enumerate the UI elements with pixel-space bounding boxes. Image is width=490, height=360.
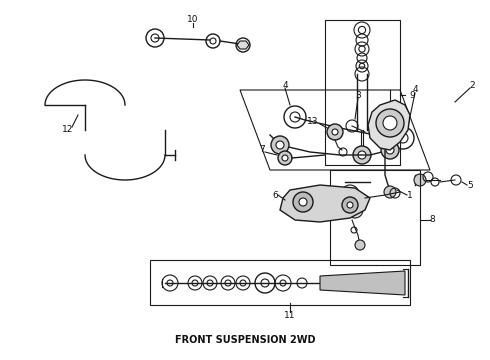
Circle shape: [352, 207, 358, 213]
Text: FRONT SUSPENSION 2WD: FRONT SUSPENSION 2WD: [175, 335, 315, 345]
Circle shape: [386, 146, 394, 154]
Text: 12: 12: [62, 126, 74, 135]
Circle shape: [358, 151, 366, 159]
Polygon shape: [320, 271, 405, 295]
Bar: [325, 20, 400, 165]
Text: 5: 5: [467, 180, 473, 189]
Circle shape: [276, 141, 284, 149]
Text: 1: 1: [407, 190, 413, 199]
Text: 7: 7: [259, 145, 265, 154]
Circle shape: [381, 141, 399, 159]
Text: 11: 11: [284, 310, 296, 320]
Circle shape: [293, 192, 313, 212]
Text: 2: 2: [469, 81, 475, 90]
Bar: [330, 170, 420, 265]
Circle shape: [342, 197, 358, 213]
Circle shape: [384, 186, 396, 198]
Circle shape: [347, 202, 353, 208]
Polygon shape: [237, 41, 249, 49]
Circle shape: [278, 151, 292, 165]
Circle shape: [332, 129, 338, 135]
Circle shape: [353, 146, 371, 164]
Text: 10: 10: [187, 15, 199, 24]
Circle shape: [282, 155, 288, 161]
Circle shape: [414, 174, 426, 186]
Text: 4: 4: [412, 85, 418, 94]
Polygon shape: [280, 185, 370, 222]
Circle shape: [271, 136, 289, 154]
Text: 3: 3: [355, 90, 361, 99]
Text: 13: 13: [307, 117, 319, 126]
Circle shape: [376, 109, 404, 137]
Text: 9: 9: [409, 90, 415, 99]
Circle shape: [383, 116, 397, 130]
Circle shape: [347, 202, 363, 218]
Circle shape: [327, 124, 343, 140]
Polygon shape: [368, 100, 410, 150]
Circle shape: [299, 198, 307, 206]
Bar: [150, 260, 410, 305]
Text: 8: 8: [429, 216, 435, 225]
Text: 4: 4: [282, 81, 288, 90]
Circle shape: [355, 240, 365, 250]
Text: 6: 6: [272, 190, 278, 199]
